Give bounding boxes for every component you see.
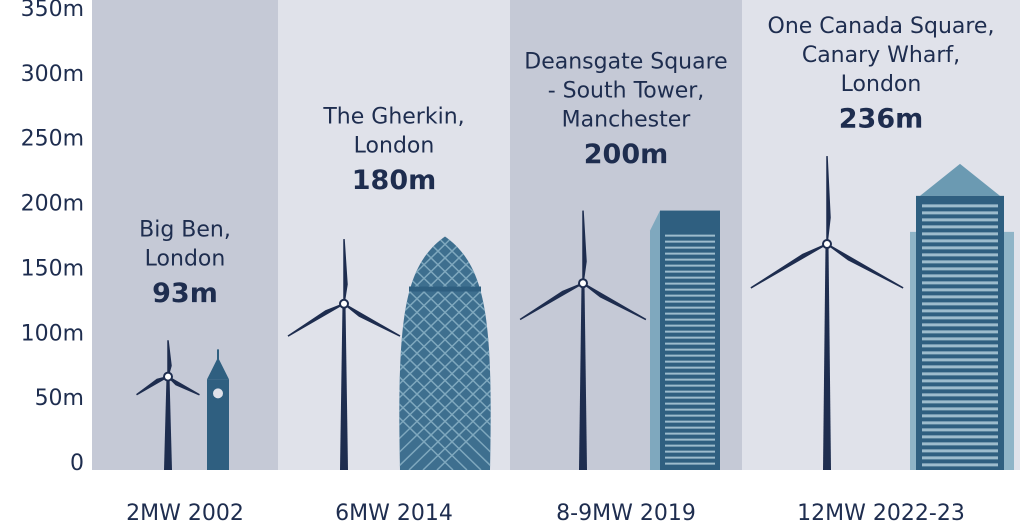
- pattern: [399, 236, 491, 470]
- turbine: [750, 156, 904, 470]
- building-name: Manchester: [562, 108, 692, 133]
- tower: [579, 283, 587, 470]
- hub: [163, 371, 173, 382]
- pattern: [422, 236, 491, 470]
- y-tick-label: 200m: [21, 192, 84, 217]
- band: [409, 286, 481, 292]
- roof: [920, 163, 1000, 196]
- pattern: [399, 236, 468, 470]
- y-tick-label: 250m: [21, 127, 84, 152]
- pattern: [399, 236, 491, 470]
- pattern: [399, 236, 491, 470]
- hub: [578, 278, 588, 289]
- pattern: [399, 236, 468, 470]
- value-label: 180m: [352, 165, 437, 196]
- pattern: [408, 236, 491, 470]
- building: [399, 236, 491, 470]
- turbine: [136, 340, 200, 470]
- building-name: Canary Wharf,: [802, 43, 960, 68]
- pattern: [436, 236, 491, 470]
- building: [650, 210, 720, 471]
- pattern: [399, 236, 491, 470]
- blade: [136, 375, 169, 396]
- building-body: [660, 210, 720, 471]
- blade: [582, 210, 587, 284]
- building-name: One Canada Square,: [768, 14, 995, 39]
- pattern: [399, 236, 491, 470]
- building-spire: [207, 357, 229, 380]
- building: [910, 163, 1014, 471]
- turbine: [287, 239, 401, 470]
- x-tick-label: 2MW 2002: [126, 501, 244, 526]
- building-name: Deansgate Square: [524, 50, 727, 75]
- value-label: 93m: [152, 278, 218, 309]
- pattern: [408, 236, 491, 470]
- blade: [750, 243, 828, 289]
- building-side: [650, 210, 660, 471]
- pattern: [399, 236, 491, 470]
- pattern: [399, 236, 491, 470]
- value-label: 236m: [839, 104, 924, 135]
- blade: [343, 239, 348, 304]
- building-name: London: [354, 134, 435, 159]
- pattern: [399, 236, 491, 470]
- blade: [826, 243, 904, 289]
- blade: [343, 303, 401, 337]
- blade: [167, 375, 200, 396]
- pattern: [422, 236, 491, 470]
- y-tick-label: 100m: [21, 321, 84, 346]
- pattern: [399, 236, 454, 470]
- building-name: - South Tower,: [548, 79, 705, 104]
- building: [207, 349, 229, 470]
- y-tick-label: 350m: [21, 0, 84, 22]
- y-tick-label: 50m: [35, 386, 84, 411]
- hub: [339, 298, 349, 309]
- turbine: [519, 210, 647, 470]
- pattern: [399, 236, 491, 470]
- building-name: London: [841, 72, 922, 97]
- y-tick-label: 300m: [21, 62, 84, 87]
- x-tick-label: 6MW 2014: [335, 501, 453, 526]
- blade: [167, 340, 172, 377]
- column-band: [92, 0, 278, 470]
- x-tick-label: 12MW 2022-23: [797, 501, 965, 526]
- building-name: London: [145, 246, 226, 271]
- blade: [582, 282, 647, 321]
- building-name: Big Ben,: [139, 217, 231, 242]
- blade: [826, 156, 831, 245]
- pattern: [399, 236, 491, 470]
- tower: [823, 243, 831, 470]
- tower: [164, 376, 172, 470]
- pattern: [399, 236, 491, 470]
- y-tick-label: 150m: [21, 256, 84, 281]
- pattern: [399, 236, 482, 470]
- pattern: [399, 236, 491, 470]
- clock: [213, 388, 223, 399]
- building-body: [207, 379, 229, 470]
- pattern: [399, 236, 491, 470]
- x-tick-label: 8-9MW 2019: [556, 501, 696, 526]
- building-name: The Gherkin,: [322, 105, 464, 130]
- tower: [340, 303, 348, 470]
- pattern: [399, 236, 491, 470]
- pattern: [399, 236, 482, 470]
- hub: [822, 238, 832, 249]
- y-tick-label: 0: [70, 451, 84, 476]
- blade: [287, 303, 345, 337]
- blade: [519, 282, 584, 321]
- value-label: 200m: [584, 139, 669, 170]
